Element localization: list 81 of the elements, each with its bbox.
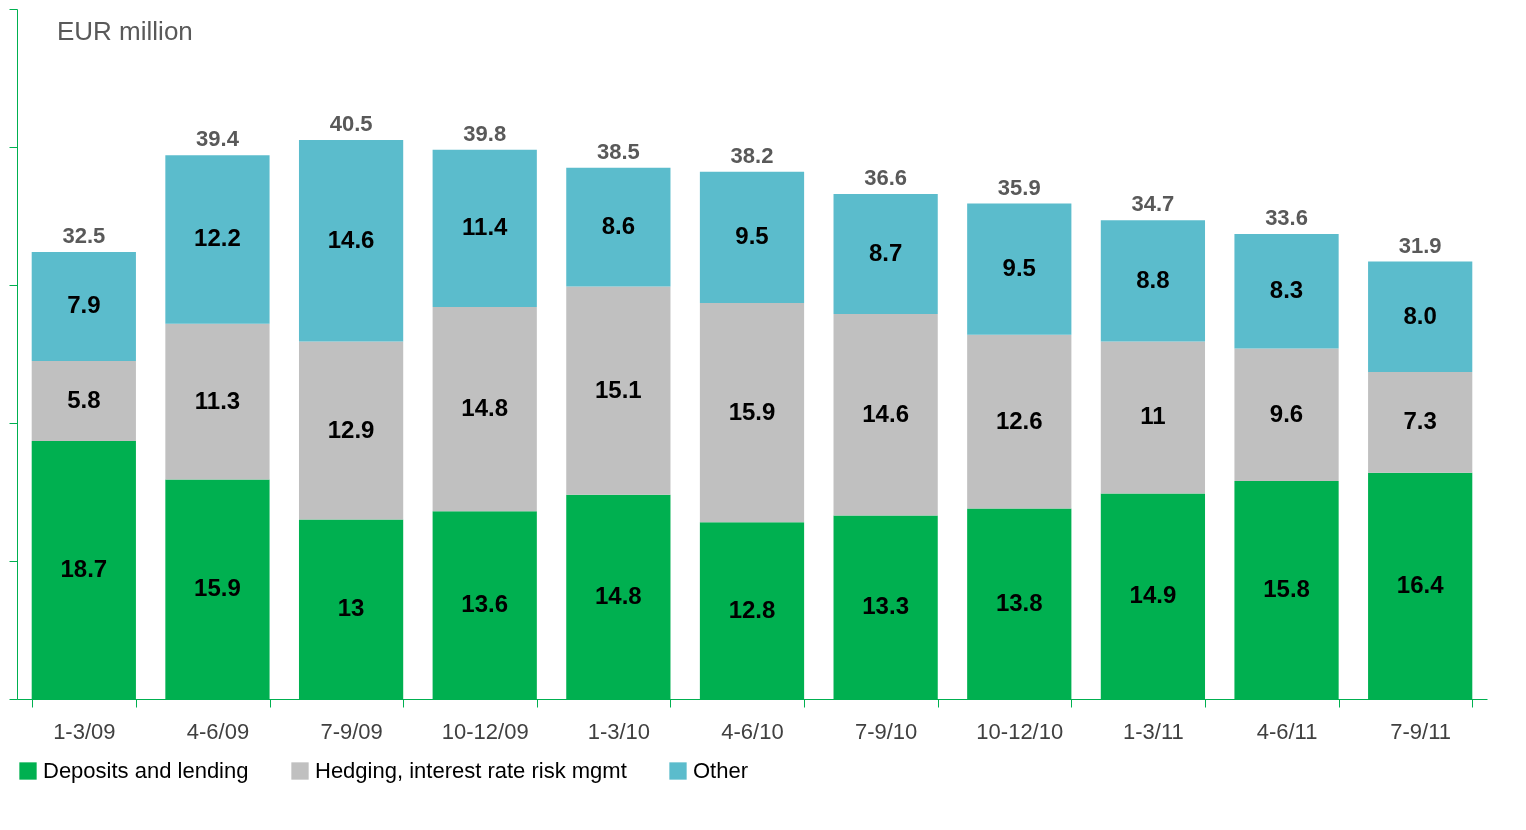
data-label: 15.8 — [1263, 574, 1310, 602]
data-label: 13.6 — [461, 590, 509, 618]
data-label: 12.8 — [728, 595, 776, 623]
data-label: 14.8 — [595, 581, 642, 609]
x-tick-label: 7-9/09 — [320, 718, 383, 744]
data-label: 11 — [1140, 402, 1166, 430]
total-label: 33.6 — [1265, 204, 1308, 230]
bar — [1234, 348, 1339, 481]
bar — [833, 193, 938, 314]
data-label: 9.5 — [1002, 254, 1036, 282]
total-label: 39.8 — [463, 120, 507, 146]
data-label: 12.6 — [995, 406, 1043, 434]
bar — [699, 171, 805, 303]
data-label: 14.9 — [1129, 581, 1177, 609]
data-label: 13 — [337, 594, 365, 622]
data-label: 8.3 — [1269, 276, 1304, 304]
bar — [566, 167, 671, 287]
bar — [165, 323, 270, 480]
bar — [833, 313, 938, 516]
data-label: 9.6 — [1269, 399, 1304, 427]
bar — [967, 334, 1072, 509]
data-label: 16.4 — [1396, 570, 1445, 598]
y-axis-title: EUR million — [57, 16, 193, 46]
bar — [432, 307, 537, 512]
bar — [1368, 371, 1473, 473]
x-tick-label: 4-6/10 — [721, 718, 784, 744]
x-tick-label: 1-3/09 — [53, 718, 116, 744]
total-label: 38.2 — [730, 142, 774, 168]
total-label: 38.5 — [596, 138, 640, 164]
bar — [566, 286, 671, 495]
x-tick-label: 4-6/09 — [186, 718, 250, 744]
data-label: 12.2 — [194, 224, 241, 252]
x-tick-label: 10-12/10 — [976, 718, 1064, 744]
x-tick-label: 10-12/09 — [441, 718, 529, 744]
data-label: 18.7 — [60, 554, 108, 582]
x-tick-label: 1-3/11 — [1123, 718, 1184, 744]
x-tick-label: 4-6/11 — [1256, 718, 1318, 744]
total-label: 35.9 — [997, 174, 1041, 200]
data-label: 15.9 — [728, 397, 776, 425]
bar — [1100, 220, 1206, 342]
data-label: 7.9 — [67, 291, 101, 319]
bar — [1234, 233, 1339, 349]
data-label: 13.3 — [862, 592, 909, 620]
data-label: 9.5 — [735, 222, 769, 250]
data-label: 12.9 — [327, 415, 375, 443]
x-tick-label: 7-9/11 — [1390, 718, 1452, 744]
data-label: 8.8 — [1136, 265, 1170, 293]
data-label: 11.4 — [462, 213, 509, 241]
bar — [31, 360, 136, 441]
legend-label: Hedging, interest rate risk mgmt — [315, 758, 627, 783]
total-label: 39.4 — [196, 126, 240, 152]
bar — [1368, 261, 1473, 372]
bar — [31, 251, 136, 361]
total-label: 32.5 — [62, 222, 106, 248]
legend-label: Other — [693, 758, 749, 783]
bar — [298, 341, 404, 520]
data-label: 7.3 — [1403, 407, 1437, 435]
bar — [967, 203, 1072, 335]
x-tick-label: 7-9/10 — [854, 718, 918, 744]
legend-label: Deposits and lending — [43, 758, 249, 783]
bar — [165, 155, 270, 324]
bar — [298, 140, 404, 342]
total-label: 31.9 — [1398, 232, 1442, 258]
data-label: 8.6 — [601, 212, 636, 240]
data-label: 8.0 — [1403, 301, 1437, 329]
data-label: 5.8 — [67, 385, 101, 413]
data-label: 15.9 — [194, 574, 241, 602]
data-label: 11.3 — [194, 386, 241, 414]
data-label: 14.6 — [327, 225, 375, 253]
data-label: 13.8 — [995, 588, 1043, 616]
total-label: 36.6 — [864, 164, 908, 190]
total-label: 34.7 — [1131, 191, 1175, 217]
total-label: 40.5 — [329, 111, 373, 137]
data-label: 15.1 — [595, 375, 642, 403]
bar — [699, 302, 805, 523]
bar — [1100, 341, 1206, 494]
data-label: 14.8 — [461, 394, 509, 422]
data-label: 14.6 — [862, 399, 909, 427]
data-label: 8.7 — [868, 238, 903, 266]
x-tick-label: 1-3/10 — [587, 718, 651, 744]
bar — [432, 149, 537, 308]
